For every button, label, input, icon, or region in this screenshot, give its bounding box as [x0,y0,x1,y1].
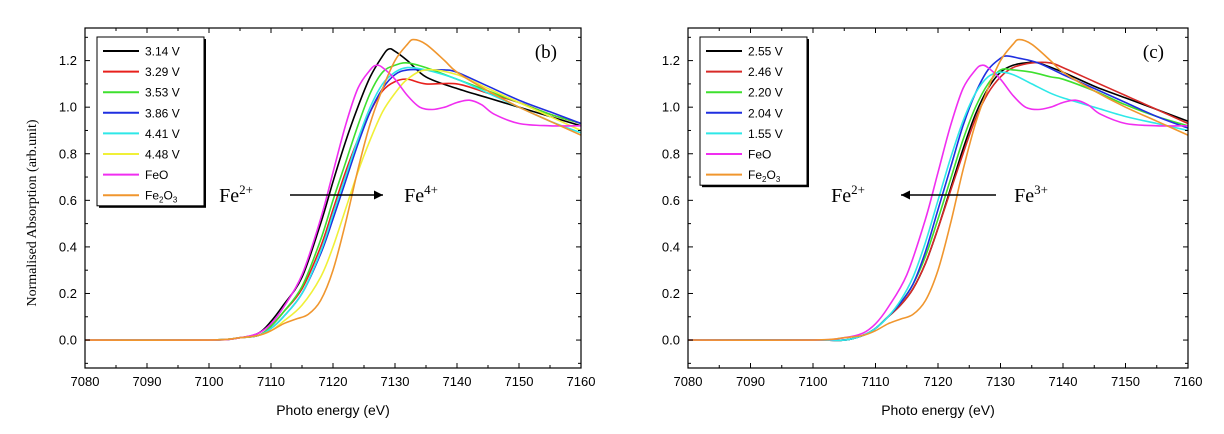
arrow-head [901,190,910,200]
legend-label: 4.41 V [145,127,180,141]
series-line-feo [688,64,1188,342]
legend: 2.55 V 2.46 V 2.20 V 2.04 V 1.55 V FeO Fe2O3 [699,36,809,188]
x-tick-label: 7090 [133,374,162,389]
panel-label: (c) [1143,42,1164,63]
y-tick-label: 0.4 [662,239,680,254]
series-line-fe2o3 [688,38,1188,342]
series-lines [688,38,1188,342]
chart-panel-c: 7080 7090 7100 7110 7120 7130 7140 7150 7160 0.0 0… [662,27,1203,418]
x-tick-label: 7100 [799,374,828,389]
legend-label: 3.14 V [145,45,180,59]
legend-label: 1.55 V [748,127,783,141]
x-tick-label: 7130 [381,374,410,389]
x-tick-label: 7080 [71,374,100,389]
series-lines [85,38,581,342]
ion-label-right: Fe4+ [404,182,438,207]
legend-label: FeO [145,168,168,182]
legend-label: 2.46 V [748,65,783,79]
arrow-head [374,190,383,200]
x-axis-label: Photo energy (eV) [881,402,995,418]
legend-box [699,36,808,186]
y-axis-label: Normalised Absorption (arb.unit) [25,119,40,306]
legend-box [96,36,205,207]
ion-label-left: Fe2+ [219,182,253,207]
x-tick-label: 7080 [674,374,703,389]
x-tick-label: 7090 [736,374,765,389]
legend-label: 2.55 V [748,45,783,59]
x-tick-label: 7130 [986,374,1015,389]
x-tick-label: 7140 [1049,374,1078,389]
y-tick-label: 0.0 [59,333,77,348]
y-tick-label: 0.4 [59,239,77,254]
chart-panel-b: 7080 7090 7100 7110 7120 7130 7140 7150 7160 0.0 0… [25,27,596,418]
x-tick-label: 7140 [443,374,472,389]
y-tick-label: 1.2 [662,53,680,68]
series-line-fe2o3 [85,38,581,342]
x-tick-label: 7110 [862,374,890,389]
ion-label-right: Fe3+ [1014,182,1048,207]
series-line-feo [85,64,581,342]
y-tick-label: 0.8 [662,146,680,161]
legend-label: 3.53 V [145,86,180,100]
x-tick-label: 7150 [1111,374,1140,389]
y-tick-label: 0.2 [662,286,680,301]
legend-label: 2.20 V [748,86,783,100]
y-tick-label: 1.0 [59,100,77,115]
y-tick-label: 1.0 [662,100,680,115]
x-tick-label: 7100 [195,374,224,389]
panel-label: (b) [535,42,557,63]
legend-label: 2.04 V [748,106,783,120]
x-tick-label: 7120 [319,374,348,389]
legend-label: Fe2O3 [145,189,178,205]
legend-label: Fe2O3 [748,168,781,184]
y-tick-label: 1.2 [59,53,77,68]
legend-label: 3.29 V [145,65,180,79]
y-tick-label: 0.6 [662,193,680,208]
y-tick-label: 0.8 [59,146,77,161]
oxidation-arrow-annotation: Fe2+ Fe3+ [831,182,1048,207]
y-tick-label: 0.0 [662,333,680,348]
oxidation-arrow-annotation: Fe2+ Fe4+ [219,182,438,207]
x-tick-label: 7160 [1174,374,1203,389]
x-axis-label: Photo energy (eV) [276,402,390,418]
y-tick-label: 0.2 [59,286,77,301]
y-tick-label: 0.6 [59,193,77,208]
x-tick-label: 7120 [924,374,953,389]
x-tick-label: 7110 [257,374,285,389]
ion-label-left: Fe2+ [831,182,865,207]
x-tick-label: 7160 [567,374,596,389]
x-tick-label: 7150 [505,374,534,389]
legend-label: 3.86 V [145,106,180,120]
legend-label: FeO [748,148,771,162]
legend-label: 4.48 V [145,148,180,162]
legend: 3.14 V 3.29 V 3.53 V 3.86 V 4.41 V 4.48 V FeO F… [96,36,206,208]
